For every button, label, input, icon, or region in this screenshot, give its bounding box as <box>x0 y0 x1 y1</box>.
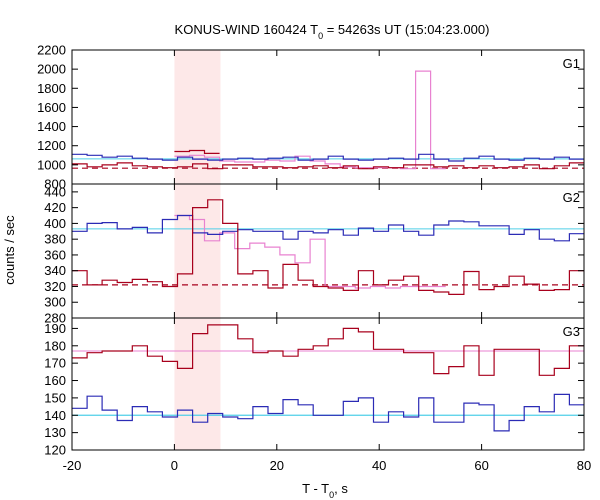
blue-series-g1 <box>72 153 584 162</box>
frame-layer <box>71 49 585 451</box>
red-series-g2 <box>72 199 584 295</box>
y-tick-label-g1: 1400 <box>37 119 66 134</box>
highlight-layer <box>174 50 221 450</box>
highlight-interval-g2 <box>174 184 221 318</box>
y-tick-label-g2: 280 <box>44 311 66 326</box>
y-tick-label-g3: 130 <box>44 425 66 440</box>
pink-series-g2 <box>174 214 446 289</box>
x-tick-label: -20 <box>63 458 82 473</box>
x-tick-label: 20 <box>270 458 284 473</box>
y-tick-label-g2: 400 <box>44 216 66 231</box>
panel-frame-g3 <box>71 317 585 451</box>
panel-label-g2: G2 <box>563 190 580 205</box>
x-tick-label: 80 <box>577 458 591 473</box>
chart-title-subscript: 0 <box>318 31 323 41</box>
x-axis-label-subscript: 0 <box>329 490 334 500</box>
red-series-g1 <box>72 162 584 170</box>
x-tick-label: 60 <box>474 458 488 473</box>
y-tick-label-g2: 320 <box>44 279 66 294</box>
series-layer <box>72 70 584 432</box>
y-tick-label-g2: 340 <box>44 263 66 278</box>
y-tick-label-g1: 1000 <box>37 157 66 172</box>
y-tick-label-g1: 800 <box>44 177 66 192</box>
chart-title: KONUS-WIND 160424 T0 = 54263s UT (15:04:… <box>175 22 490 41</box>
red-series-g3 <box>72 324 584 376</box>
y-tick-label-g1: 1200 <box>37 138 66 153</box>
y-tick-label-g2: 440 <box>44 184 66 199</box>
y-tick-label-g3: 180 <box>44 338 66 353</box>
blue-series-g2 <box>72 214 584 242</box>
y-tick-label-g2: 360 <box>44 247 66 262</box>
y-tick-label-g3: 120 <box>44 443 66 458</box>
y-tick-label-g1: 2200 <box>37 43 66 58</box>
x-tick-label: 0 <box>171 458 178 473</box>
y-tick-label-g1: 1600 <box>37 100 66 115</box>
x-axis-label: T - T0, s <box>302 481 348 500</box>
y-tick-label-g1: 2000 <box>37 62 66 77</box>
y-tick-label-g3: 160 <box>44 373 66 388</box>
x-tick-label: 40 <box>372 458 386 473</box>
y-tick-label-g3: 150 <box>44 390 66 405</box>
y-tick-label-g2: 380 <box>44 232 66 247</box>
red-flare-g1 <box>174 149 220 154</box>
y-tick-label-g3: 140 <box>44 408 66 423</box>
highlight-interval-g3 <box>174 318 221 450</box>
axis-layer: 8001000120014001600180020002200G12803003… <box>37 43 591 474</box>
y-tick-label-g2: 420 <box>44 200 66 215</box>
y-tick-label-g3: 170 <box>44 356 66 371</box>
y-tick-label-g2: 300 <box>44 295 66 310</box>
y-tick-label-g3: 190 <box>44 321 66 336</box>
pink-series-g1 <box>174 70 446 170</box>
y-axis-label: counts / sec <box>2 215 17 285</box>
panel-label-g1: G1 <box>563 56 580 71</box>
highlight-interval-g1 <box>174 50 221 184</box>
panel-label-g3: G3 <box>563 324 580 339</box>
blue-series-g3 <box>72 393 584 432</box>
y-tick-label-g1: 1800 <box>37 81 66 96</box>
